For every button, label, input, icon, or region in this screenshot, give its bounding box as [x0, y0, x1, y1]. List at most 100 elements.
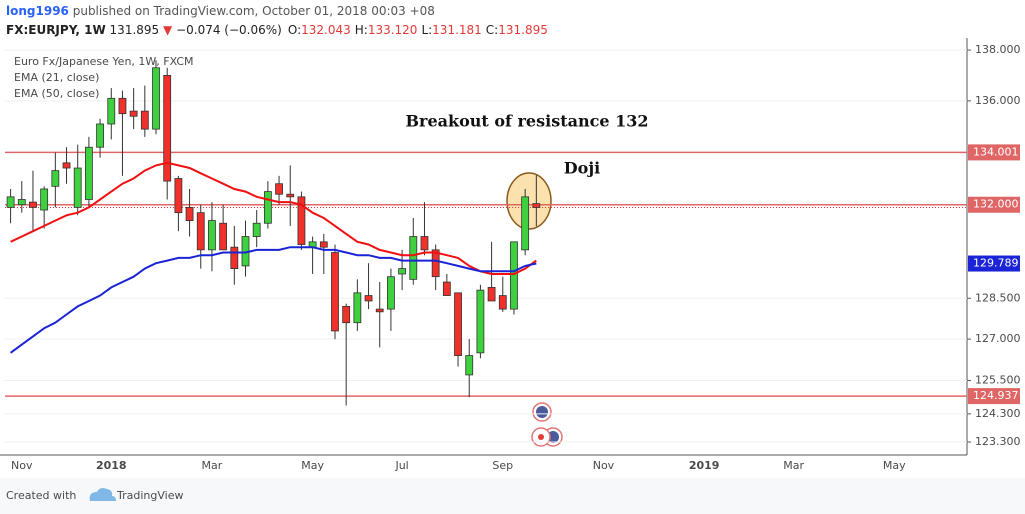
candle-body [96, 123, 104, 148]
candle-body [319, 241, 328, 248]
change: −0.074 (−0.06%) [176, 23, 282, 37]
candle-body [487, 287, 496, 302]
candle-body [375, 308, 384, 313]
candle-body [442, 281, 451, 296]
candle-body [208, 220, 216, 251]
candle-body [263, 191, 272, 224]
candle-body [286, 193, 295, 198]
x-tick-label: Sep [492, 459, 513, 472]
y-tick-label: 123.300 [975, 435, 1021, 448]
candle-body [230, 246, 239, 269]
event-icons [531, 402, 563, 447]
author: long1996 [6, 4, 69, 18]
candle-body [387, 276, 395, 310]
candle-body [196, 212, 205, 251]
legend-ema21: EMA (21, close) [14, 71, 99, 84]
candle-body [409, 236, 418, 280]
candle-body [219, 222, 228, 251]
candle-body [476, 289, 485, 354]
ohlc-key: L: [421, 23, 432, 37]
level-label: 132.000 [973, 198, 1019, 211]
candle-body [342, 305, 351, 324]
published: published on TradingView.com, October 01… [73, 4, 435, 18]
candle-body [275, 183, 283, 195]
candle-body [398, 268, 407, 275]
ohlc-value: 131.181 [432, 23, 482, 37]
candle-body [353, 292, 362, 324]
ohlc-key: O: [288, 23, 301, 37]
ema-tag-label: 129.789 [973, 257, 1019, 270]
x-tick-label: 2018 [96, 459, 127, 472]
symbol-line: FX:EURJPY, 1W 131.895 ▼ −0.074 (−0.06%) O… [6, 23, 548, 37]
y-tick-label: 125.500 [975, 373, 1021, 386]
y-tick-label: 124.300 [975, 407, 1021, 420]
x-tick-label: May [301, 459, 324, 472]
ohlc-value: 132.043 [301, 23, 351, 37]
annotation: Breakout of resistance 132 [406, 112, 649, 131]
footer-brand: TradingView [116, 489, 183, 502]
y-tick-label: 136.000 [975, 94, 1021, 107]
candle-body [152, 67, 160, 130]
x-tick-label: Nov [593, 459, 615, 472]
candle-body [521, 196, 530, 251]
annotation: Doji [564, 159, 600, 178]
candle-body [364, 295, 373, 302]
candle-body [73, 167, 82, 208]
candle-body [62, 162, 71, 169]
candle-body [420, 236, 429, 251]
candle-body [454, 292, 462, 356]
legend-title: Euro Fx/Japanese Yen, 1W, FXCM [14, 55, 194, 68]
candle-body [465, 355, 474, 376]
level-tag [968, 196, 1020, 213]
ema-line [10, 161, 537, 275]
candle-body [163, 74, 172, 182]
candle-body [510, 241, 518, 310]
candle-body [174, 178, 183, 214]
candle-body [185, 206, 194, 221]
level-label: 124.937 [973, 389, 1019, 402]
event-icon [536, 406, 548, 418]
x-tick-label: 2019 [689, 459, 720, 472]
candle-body [331, 252, 339, 332]
down-arrow: ▼ [163, 23, 173, 37]
footer-text: Created with [6, 489, 76, 502]
last-price: 131.895 [110, 23, 160, 37]
x-tick-label: Nov [11, 459, 33, 472]
candle-body [129, 110, 138, 117]
ohlc: O:132.043 H:133.120 L:131.181 C:131.895 [288, 23, 548, 37]
candle-body [40, 188, 49, 211]
ema-line [10, 246, 537, 354]
ohlc-value: 131.895 [498, 23, 548, 37]
legend-ema50: EMA (50, close) [14, 87, 99, 100]
level-label: 134.001 [973, 145, 1019, 158]
candle-body [431, 249, 440, 278]
candle-body [6, 196, 15, 208]
candle-body [84, 146, 93, 200]
candle-body [51, 170, 60, 187]
y-tick-label: 138.000 [975, 43, 1021, 56]
x-tick-label: May [883, 459, 906, 472]
candle-body [17, 199, 26, 206]
header-line: long1996 published on TradingView.com, O… [6, 4, 435, 18]
candle-body [107, 97, 116, 125]
ema-tag [968, 255, 1020, 272]
candle-body [140, 110, 149, 130]
ohlc-value: 133.120 [368, 23, 418, 37]
y-tick-label: 128.500 [975, 291, 1021, 304]
ohlc-key: C: [486, 23, 498, 37]
footer-bar [0, 478, 1025, 514]
level-tag [968, 144, 1020, 161]
x-tick-label: Jul [394, 459, 408, 472]
symbol: FX:EURJPY, 1W [6, 23, 106, 37]
x-tick-label: Mar [783, 459, 804, 472]
x-tick-label: Mar [202, 459, 223, 472]
ohlc-key: H: [355, 23, 368, 37]
candle-body [297, 196, 306, 245]
candle-body [532, 203, 541, 208]
level-tag [968, 388, 1020, 405]
event-icon [538, 434, 544, 440]
candle-body [252, 222, 261, 237]
candle-body [118, 97, 127, 115]
tv-logo [89, 488, 116, 501]
